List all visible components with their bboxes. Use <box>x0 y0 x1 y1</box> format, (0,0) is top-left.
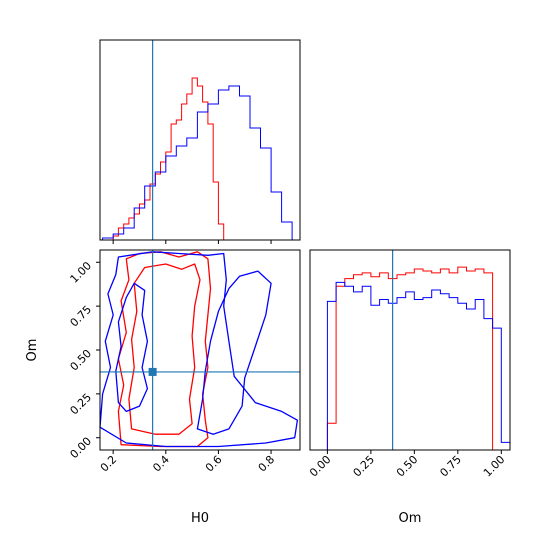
om-histogram-frame <box>309 249 511 451</box>
x-axis-label-om: Om <box>399 511 422 526</box>
blue-histogram-step-1 <box>318 281 511 451</box>
red-inner-contour-1 <box>128 263 201 435</box>
red-histogram-step-0 <box>112 77 225 240</box>
blue-outer-contour-2 <box>99 251 299 448</box>
red-histogram-step-0 <box>318 266 502 451</box>
h0-histogram-panel <box>99 39 301 244</box>
blue-histogram-step-1 <box>102 85 293 240</box>
blue-inner-contour-3 <box>115 282 149 413</box>
y-axis-label-om: Om <box>25 339 40 362</box>
red-outer-contour-0 <box>117 251 212 448</box>
h0-histogram-frame <box>99 39 301 241</box>
x-axis-label-h0: H0 <box>191 511 209 526</box>
truth-point-marker <box>148 367 157 376</box>
blue-inner-contour-4 <box>196 270 272 435</box>
